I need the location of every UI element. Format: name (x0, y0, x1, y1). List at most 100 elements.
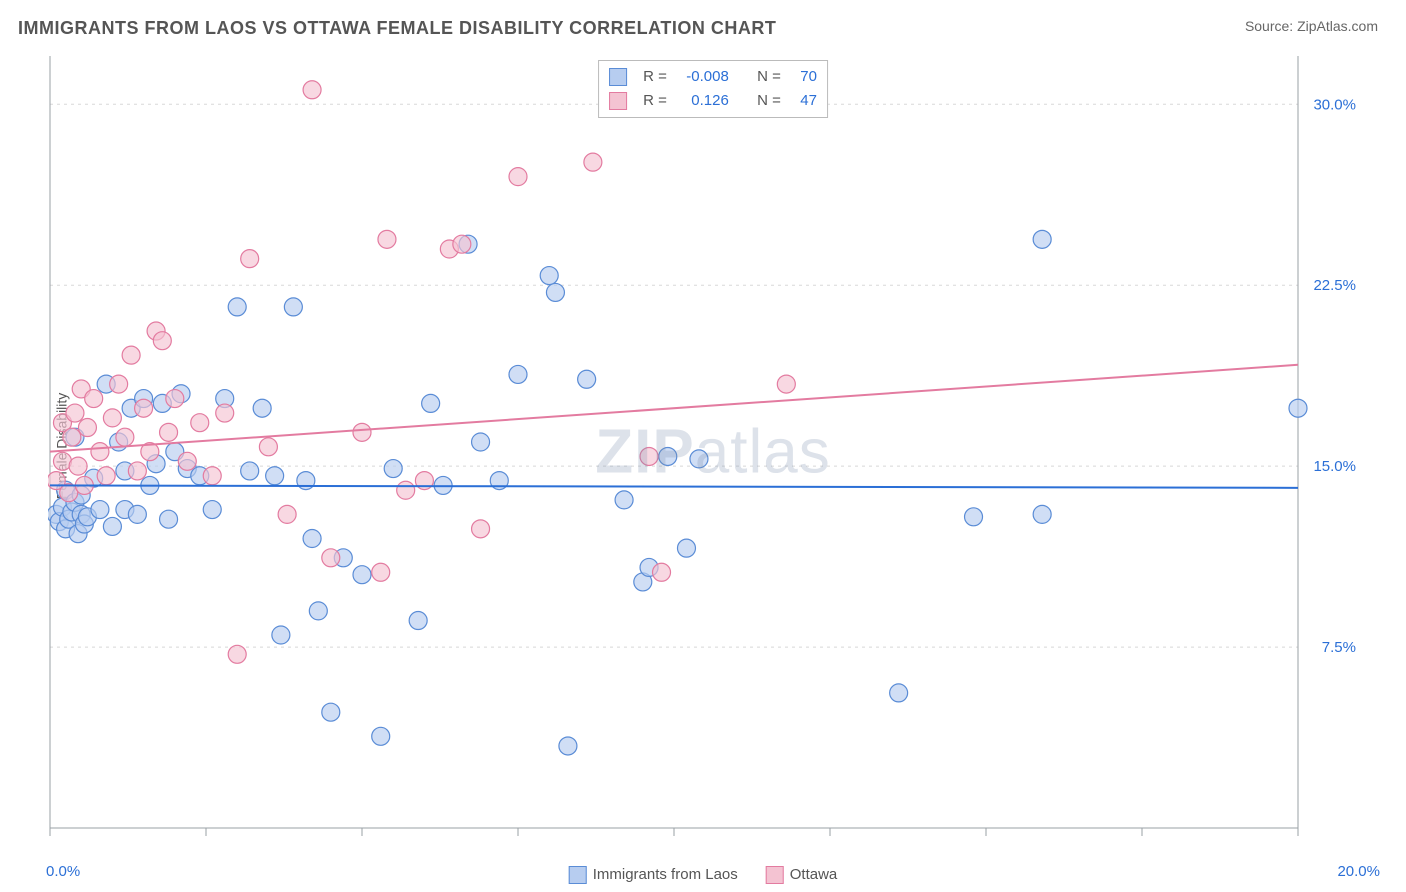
data-point (472, 433, 490, 451)
data-point (178, 452, 196, 470)
data-point (509, 365, 527, 383)
data-point (965, 508, 983, 526)
data-point (241, 462, 259, 480)
data-point (409, 612, 427, 630)
data-point (309, 602, 327, 620)
data-point (191, 414, 209, 432)
data-point (166, 390, 184, 408)
r-label: R = (643, 65, 667, 89)
data-point (777, 375, 795, 393)
data-point (615, 491, 633, 509)
y-tick-label: 30.0% (1313, 96, 1356, 113)
data-point (378, 230, 396, 248)
data-point (160, 423, 178, 441)
data-point (1289, 399, 1307, 417)
data-point (677, 539, 695, 557)
data-point (640, 447, 658, 465)
data-point (384, 460, 402, 478)
legend-swatch (766, 866, 784, 884)
data-point (372, 727, 390, 745)
data-point (472, 520, 490, 538)
data-point (128, 462, 146, 480)
data-point (272, 626, 290, 644)
data-point (259, 438, 277, 456)
y-tick-label: 15.0% (1313, 458, 1356, 475)
data-point (422, 394, 440, 412)
data-point (559, 737, 577, 755)
data-point (135, 399, 153, 417)
data-point (153, 332, 171, 350)
data-point (116, 428, 134, 446)
legend-swatch (569, 866, 587, 884)
data-point (690, 450, 708, 468)
data-point (128, 505, 146, 523)
data-point (122, 346, 140, 364)
r-label: R = (643, 89, 667, 113)
y-tick-label: 22.5% (1313, 277, 1356, 294)
data-point (659, 447, 677, 465)
data-point (78, 419, 96, 437)
n-value: 70 (791, 65, 817, 89)
data-point (578, 370, 596, 388)
series-legend: Immigrants from Laos Ottawa (569, 866, 838, 884)
trend-line (50, 485, 1298, 487)
data-point (203, 467, 221, 485)
data-point (266, 467, 284, 485)
data-point (653, 563, 671, 581)
data-point (303, 530, 321, 548)
data-point (546, 283, 564, 301)
data-point (303, 81, 321, 99)
data-point (509, 168, 527, 186)
data-point (228, 645, 246, 663)
trend-line (50, 365, 1298, 452)
source-label: Source: ZipAtlas.com (1245, 18, 1378, 34)
data-point (540, 267, 558, 285)
data-point (353, 566, 371, 584)
data-point (397, 481, 415, 499)
data-point (91, 501, 109, 519)
page-title: IMMIGRANTS FROM LAOS VS OTTAWA FEMALE DI… (18, 18, 776, 39)
data-point (453, 235, 471, 253)
n-label: N = (757, 89, 781, 113)
data-point (1033, 505, 1051, 523)
data-point (253, 399, 271, 417)
legend-swatch (609, 68, 627, 86)
legend-label: Ottawa (790, 866, 838, 883)
data-point (372, 563, 390, 581)
data-point (110, 375, 128, 393)
data-point (97, 467, 115, 485)
data-point (66, 404, 84, 422)
data-point (1033, 230, 1051, 248)
x-axis-max: 20.0% (1337, 863, 1380, 880)
data-point (890, 684, 908, 702)
x-axis-min: 0.0% (46, 863, 80, 880)
scatter-chart: 7.5% 15.0% 22.5% 30.0% (48, 52, 1378, 852)
r-value: 0.126 (677, 89, 729, 113)
r-value: -0.008 (677, 65, 729, 89)
data-point (69, 457, 87, 475)
n-label: N = (757, 65, 781, 89)
data-point (85, 390, 103, 408)
data-point (278, 505, 296, 523)
data-point (584, 153, 602, 171)
legend-swatch (609, 92, 627, 110)
y-tick-label: 7.5% (1322, 639, 1356, 656)
data-point (322, 703, 340, 721)
legend-label: Immigrants from Laos (593, 866, 738, 883)
data-point (228, 298, 246, 316)
data-point (91, 443, 109, 461)
data-point (353, 423, 371, 441)
data-point (216, 404, 234, 422)
data-point (63, 428, 81, 446)
data-point (241, 250, 259, 268)
data-point (322, 549, 340, 567)
n-value: 47 (791, 89, 817, 113)
legend-item: Ottawa (766, 866, 838, 884)
legend-row: R = 0.126 N = 47 (609, 89, 817, 113)
legend-item: Immigrants from Laos (569, 866, 738, 884)
data-point (203, 501, 221, 519)
data-point (284, 298, 302, 316)
data-point (103, 409, 121, 427)
data-point (103, 517, 121, 535)
data-point (160, 510, 178, 528)
